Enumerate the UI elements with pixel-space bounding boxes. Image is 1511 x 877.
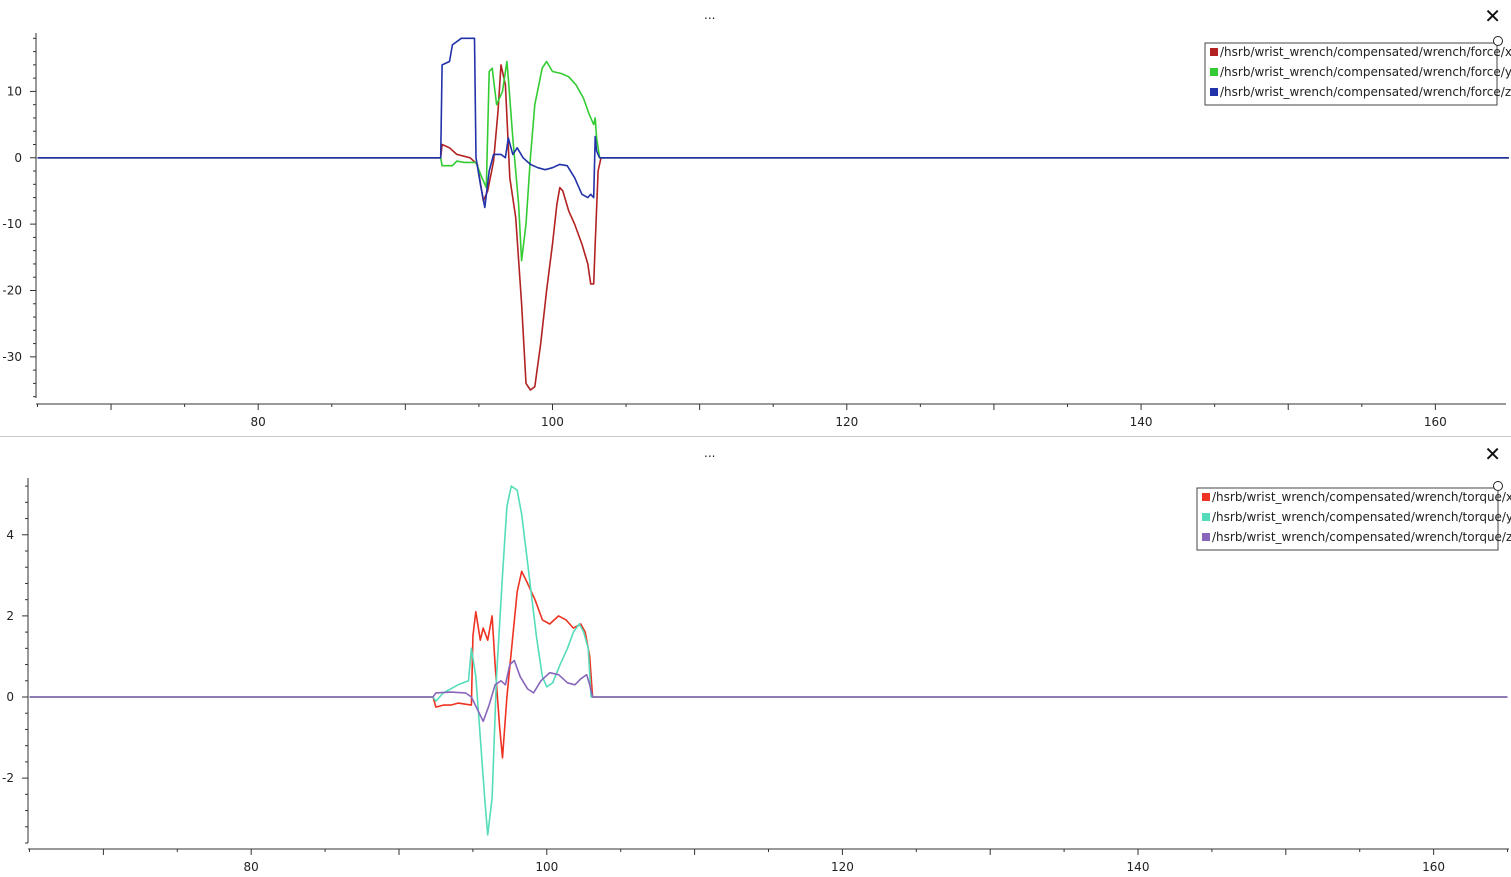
y-tick-label: 0 (6, 690, 14, 704)
x-tick-label: 120 (831, 860, 854, 874)
y-tick-label: -30 (2, 350, 22, 364)
plot-menu-more-icon[interactable]: ... (704, 8, 716, 22)
y-tick-label: 0 (14, 151, 22, 165)
y-tick-label: 10 (7, 84, 22, 98)
legend-swatch (1202, 513, 1210, 521)
x-tick-label: 120 (835, 415, 858, 429)
legend-entry: /hsrb/wrist_wrench/compensated/wrench/to… (1212, 510, 1511, 524)
series-line-y (37, 60, 1509, 262)
legend-swatch (1210, 68, 1218, 76)
legend-entry: /hsrb/wrist_wrench/compensated/wrench/fo… (1220, 65, 1511, 79)
series-line-x (29, 570, 1508, 759)
legend-box (1196, 487, 1499, 551)
legend-swatch (1210, 48, 1218, 56)
torque-chart[interactable]: 4 2 0 -2 80 100 120 140 160/hsrb/wrist_wrench/co… (0, 438, 1511, 877)
legend-swatch (1202, 533, 1210, 541)
legend-box (1204, 42, 1498, 106)
close-plot-icon[interactable]: ✕ (1484, 442, 1501, 466)
series-line-z (29, 659, 1508, 723)
legend-swatch (1210, 88, 1218, 96)
x-tick-label: 140 (1127, 860, 1150, 874)
x-tick-label: 140 (1130, 415, 1153, 429)
series-line-z (37, 37, 1509, 209)
x-tick-label: 100 (535, 860, 558, 874)
y-tick-label: -2 (2, 771, 14, 785)
legend-resize-handle[interactable] (1493, 481, 1503, 491)
legend-resize-handle[interactable] (1493, 36, 1503, 46)
plot-menu-more-icon[interactable]: ... (704, 446, 716, 460)
series-line-y (29, 485, 1508, 836)
x-tick-label: 80 (244, 860, 259, 874)
x-tick-label: 160 (1424, 415, 1447, 429)
legend-entry: /hsrb/wrist_wrench/compensated/wrench/fo… (1220, 85, 1511, 99)
y-tick-label: 2 (6, 609, 14, 623)
y-tick-label: 4 (6, 528, 14, 542)
x-tick-label: 160 (1422, 860, 1445, 874)
force-plot-panel: ... ✕ 10 0 -10 -20 -30 80 100 120 140 160/hsrb/wr… (0, 0, 1511, 437)
legend-entry: /hsrb/wrist_wrench/compensated/wrench/to… (1212, 490, 1511, 504)
torque-plot-panel: ... ✕ 4 2 0 -2 80 100 120 140 160/hsrb/wrist_wre… (0, 438, 1511, 877)
close-plot-icon[interactable]: ✕ (1484, 4, 1501, 28)
x-tick-label: 100 (541, 415, 564, 429)
legend-entry: /hsrb/wrist_wrench/compensated/wrench/fo… (1220, 45, 1511, 59)
y-tick-label: -20 (2, 283, 22, 297)
legend-swatch (1202, 493, 1210, 501)
series-line-x (37, 64, 1509, 391)
y-tick-label: -10 (2, 217, 22, 231)
x-tick-label: 80 (251, 415, 266, 429)
legend-entry: /hsrb/wrist_wrench/compensated/wrench/to… (1212, 530, 1511, 544)
